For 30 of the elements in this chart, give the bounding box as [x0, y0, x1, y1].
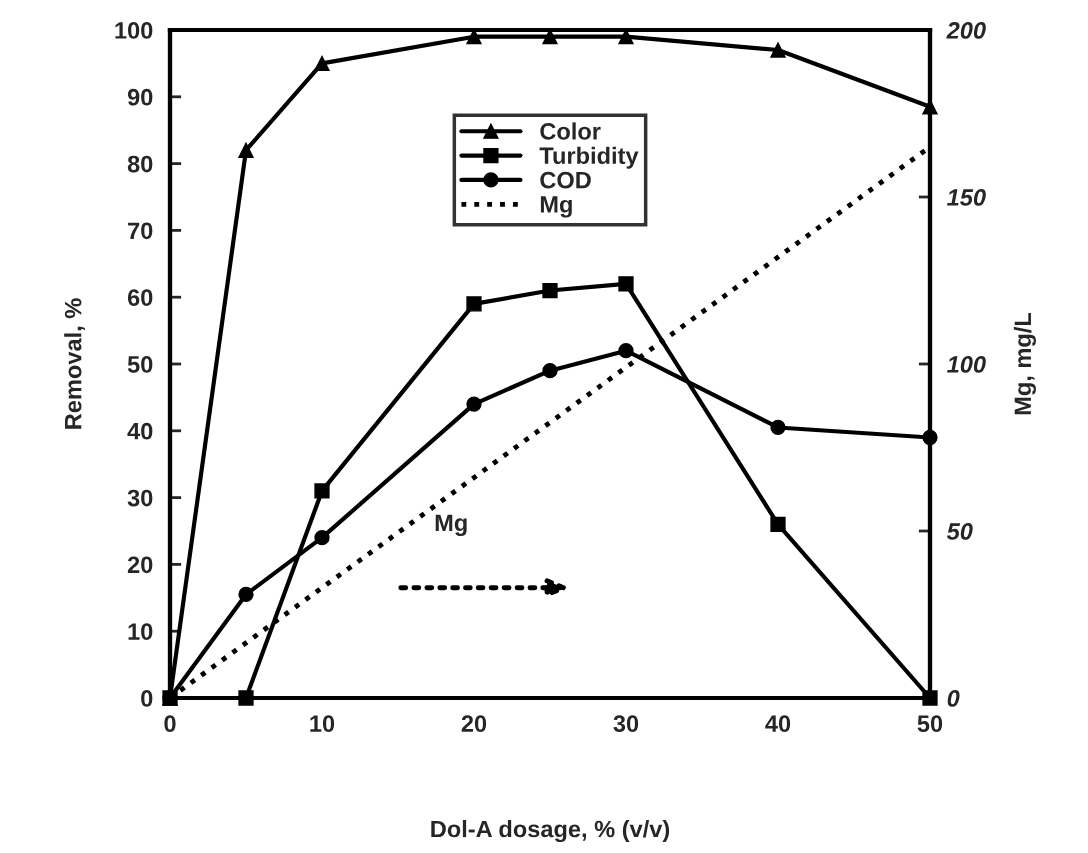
- y-tick-label: 20: [127, 556, 153, 574]
- y-tick-label: 80: [127, 155, 153, 173]
- y-tick-label: 100: [115, 22, 153, 39]
- y-tick-label: 50: [127, 356, 153, 373]
- y-axis-title: Removal, %: [64, 298, 85, 429]
- y-tick-label: 0: [141, 690, 153, 707]
- x-tick-label: 20: [461, 715, 487, 733]
- x-tick-label: 0: [164, 715, 176, 733]
- y2-tick-label: 50: [946, 523, 973, 540]
- y2-tick-label: 200: [946, 22, 986, 39]
- legend-label: Mg: [540, 196, 572, 218]
- y-tick-label: 70: [128, 222, 153, 240]
- x-tick-label: 10: [310, 715, 335, 733]
- y-tick-label: 90: [127, 88, 153, 106]
- y2-axis-title: Mg, mg/L: [1013, 312, 1036, 415]
- legend-label: COD: [540, 171, 591, 189]
- x-axis-title: Dol-A dosage, % (v/v): [431, 820, 670, 843]
- y-tick-label: 40: [127, 422, 153, 440]
- y2-tick-label: 0: [947, 690, 960, 707]
- x-tick-label: 30: [613, 715, 639, 733]
- y-tick-label: 10: [128, 623, 153, 640]
- legend-label: Color: [540, 122, 601, 140]
- y2-tick-label: 100: [947, 356, 986, 373]
- y-tick-label: 30: [127, 489, 153, 507]
- x-tick-label: 40: [765, 715, 791, 733]
- annotation: Mg: [435, 514, 467, 536]
- legend-label: Turbidity: [539, 146, 639, 169]
- y-tick-label: 60: [127, 289, 153, 306]
- y2-tick-label: 150: [947, 189, 986, 206]
- x-tick-label: 50: [917, 715, 943, 733]
